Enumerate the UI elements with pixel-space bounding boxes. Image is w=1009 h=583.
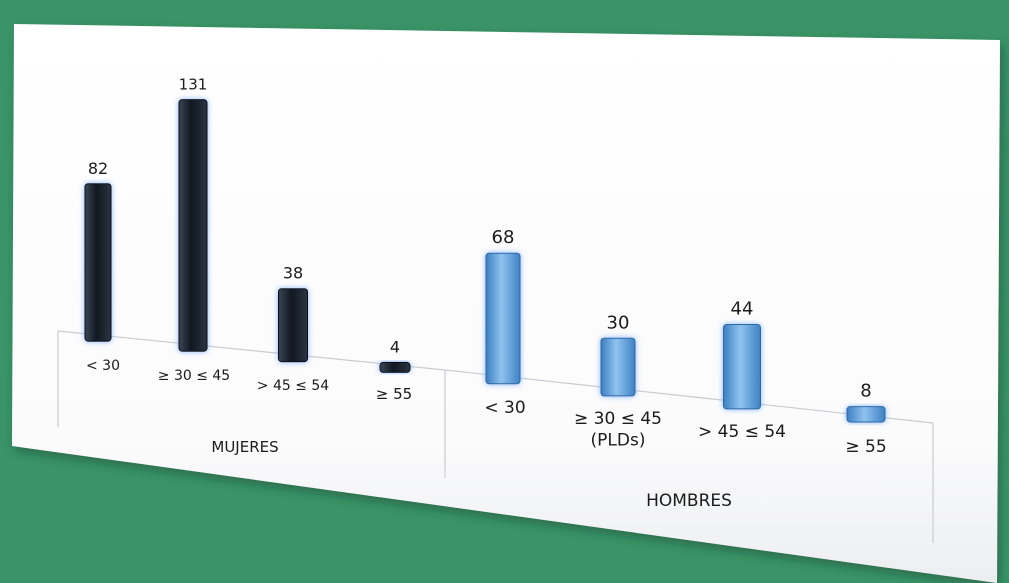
bar-hombres-2: [723, 323, 761, 410]
labels: 82 131 38 4 < 30 ≥ 30 ≤ 45 > 45 ≤ 54 ≥ 55 MUJERE…: [86, 76, 887, 511]
data-label-mujeres-1: 131: [179, 76, 208, 94]
bar-mujeres-0: [84, 183, 112, 342]
data-label-mujeres-0: 82: [88, 159, 108, 178]
bar-mujeres-1: [178, 99, 208, 352]
group-label-hombres: HOMBRES: [646, 491, 732, 511]
bar-hombres-1: [600, 337, 636, 397]
tick-label-mujeres-1: ≥ 30 ≤ 45: [158, 368, 230, 384]
data-label-hombres-1: 30: [607, 312, 630, 333]
data-label-hombres-0: 68: [492, 227, 515, 248]
tick-label-hombres-2: > 45 ≤ 54: [698, 422, 786, 442]
tick-label-hombres-0: < 30: [484, 398, 525, 418]
tick-label-mujeres-3: ≥ 55: [376, 385, 412, 403]
tick-label-mujeres-2: > 45 ≤ 54: [257, 378, 330, 394]
bar-hombres-0: [485, 252, 521, 385]
group-label-mujeres: MUJERES: [211, 438, 278, 456]
tick-label-hombres-3: ≥ 55: [845, 437, 886, 457]
data-label-hombres-3: 8: [860, 381, 871, 402]
data-label-hombres-2: 44: [731, 298, 754, 319]
data-label-mujeres-3: 4: [390, 337, 400, 356]
bar-mujeres-2: [278, 288, 308, 363]
tick-label-mujeres-0: < 30: [86, 358, 120, 374]
bar-hombres-3: [846, 406, 886, 423]
data-label-mujeres-2: 38: [283, 264, 303, 283]
tick-label-hombres-1: ≥ 30 ≤ 45 (PLDs): [574, 409, 662, 450]
bar-mujeres-3: [379, 361, 411, 373]
bars: [84, 99, 886, 423]
